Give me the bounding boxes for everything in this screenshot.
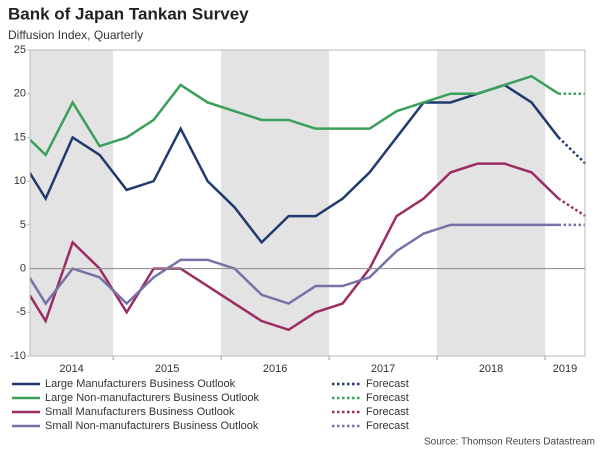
y-tick-label: -5 (16, 306, 26, 318)
x-tick-label: 2019 (553, 363, 577, 375)
series-line (30, 162, 560, 332)
legend-label: Forecast (366, 378, 409, 390)
y-tick-label: 10 (14, 175, 26, 187)
x-tick-label: 2016 (263, 363, 287, 375)
legend-label: Large Non-manufacturers Business Outlook (45, 392, 259, 404)
series-line (30, 223, 559, 306)
y-tick-label: 0 (20, 262, 26, 274)
legend-label: Forecast (366, 420, 409, 432)
y-tick-label: 15 (14, 131, 26, 143)
x-tick-label: 2015 (155, 363, 179, 375)
plot (30, 74, 587, 332)
year-band (437, 50, 546, 356)
x-tick-label: 2018 (479, 363, 503, 375)
year-band (221, 50, 330, 356)
series-line (30, 74, 560, 157)
chart-title: Bank of Japan Tankan Survey (8, 4, 249, 23)
legend-label: Large Manufacturers Business Outlook (45, 378, 236, 390)
forecast-line (557, 197, 587, 218)
plot-frame (29, 49, 586, 357)
legend-label: Forecast (366, 392, 409, 404)
y-tick-label: 25 (14, 44, 26, 56)
y-tick-label: 20 (14, 88, 26, 100)
x-tick-label: 2014 (59, 363, 83, 375)
year-band (30, 50, 114, 356)
chart-subtitle: Diffusion Index, Quarterly (8, 28, 143, 42)
y-tick-label: -10 (10, 350, 26, 362)
series-line (30, 83, 560, 245)
forecast-line (557, 136, 587, 165)
legend-label: Small Manufacturers Business Outlook (45, 406, 235, 418)
legend-label: Forecast (366, 406, 409, 418)
x-tick-label: 2017 (371, 363, 395, 375)
source: Source: Thomson Reuters Datastream (424, 437, 595, 448)
legend-label: Small Non-manufacturers Business Outlook (45, 420, 259, 432)
y-tick-label: 5 (20, 219, 26, 231)
